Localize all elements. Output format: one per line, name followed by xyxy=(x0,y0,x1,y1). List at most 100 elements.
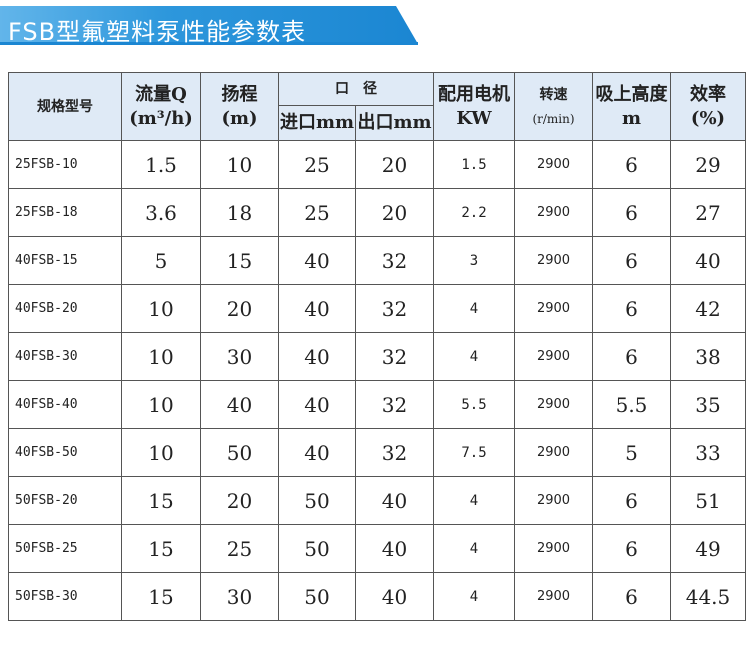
table-cell: 6 xyxy=(592,284,671,333)
table-cell: 32 xyxy=(355,284,434,333)
table-cell: 5 xyxy=(592,428,671,477)
table-cell: 2.2 xyxy=(433,188,515,237)
header-cell: 效率 (%) xyxy=(670,72,746,141)
header-text: 转速 xyxy=(539,86,568,103)
table-cell: 40 xyxy=(278,236,356,285)
table-row: 50FSB-20 15 20 50 40 4 2900 6 51 xyxy=(8,476,746,525)
table-row: 50FSB-25 15 25 50 40 4 2900 6 49 xyxy=(8,524,746,573)
header-text: 效率 xyxy=(690,83,726,105)
table-cell: 6 xyxy=(592,476,671,525)
table-cell: 10 xyxy=(200,140,279,189)
table-cell: 2900 xyxy=(514,524,593,573)
table-cell: 2900 xyxy=(514,284,593,333)
table-cell: 40FSB-50 xyxy=(8,428,122,477)
table-cell: 20 xyxy=(200,284,279,333)
table-cell: 40FSB-15 xyxy=(8,236,122,285)
title-banner xyxy=(0,6,418,44)
header-cell: 流量Q (m³/h) xyxy=(121,72,201,141)
table-cell: 6 xyxy=(592,188,671,237)
table-row: 40FSB-50 10 50 40 32 7.5 2900 5 33 xyxy=(8,428,746,477)
table-body: 25FSB-10 1.5 10 25 20 1.5 2900 6 29 25FSB-18 3.6 18… xyxy=(8,140,746,621)
table-cell: 15 xyxy=(121,572,201,621)
table-row: 25FSB-10 1.5 10 25 20 1.5 2900 6 29 xyxy=(8,140,746,189)
table-cell: 42 xyxy=(670,284,746,333)
table-cell: 29 xyxy=(670,140,746,189)
table-cell: 51 xyxy=(670,476,746,525)
header-cell: 口 径 xyxy=(278,72,434,106)
table-cell: 5.5 xyxy=(592,380,671,429)
table-cell: 30 xyxy=(200,332,279,381)
table-cell: 1.5 xyxy=(433,140,515,189)
table-cell: 2900 xyxy=(514,140,593,189)
header-cell: 扬程 (m) xyxy=(200,72,279,141)
table-cell: 40 xyxy=(355,476,434,525)
table-row: 50FSB-30 15 30 50 40 4 2900 6 44.5 xyxy=(8,572,746,621)
header-cell: 转速 (r/min) xyxy=(514,72,593,141)
table-row: 40FSB-20 10 20 40 32 4 2900 6 42 xyxy=(8,284,746,333)
table-cell: 4 xyxy=(433,284,515,333)
table-cell: 25 xyxy=(200,524,279,573)
table-cell: 40 xyxy=(278,428,356,477)
table-cell: 4 xyxy=(433,476,515,525)
table-cell: 10 xyxy=(121,380,201,429)
header-text: 进口mm xyxy=(279,112,355,133)
table-cell: 50FSB-30 xyxy=(8,572,122,621)
table-cell: 20 xyxy=(200,476,279,525)
title: FSB型氟塑料泵性能参数表 xyxy=(8,18,307,46)
table-cell: 2900 xyxy=(514,476,593,525)
table-cell: 25FSB-18 xyxy=(8,188,122,237)
spec-table: 规格型号 流量Q (m³/h) 扬程 (m) 口 径 配用电机 KW 转速 (r/min… xyxy=(8,72,746,621)
table-cell: 3.6 xyxy=(121,188,201,237)
table-row: 40FSB-30 10 30 40 32 4 2900 6 38 xyxy=(8,332,746,381)
table-cell: 1.5 xyxy=(121,140,201,189)
table-cell: 40FSB-20 xyxy=(8,284,122,333)
table-row: 40FSB-15 5 15 40 32 3 2900 6 40 xyxy=(8,236,746,285)
table-cell: 40 xyxy=(355,524,434,573)
table-cell: 32 xyxy=(355,380,434,429)
header-text: 流量Q xyxy=(135,83,187,105)
table-cell: 40 xyxy=(355,572,434,621)
table-cell: 2900 xyxy=(514,188,593,237)
table-cell: 40 xyxy=(278,332,356,381)
table-cell: 32 xyxy=(355,236,434,285)
table-cell: 50 xyxy=(200,428,279,477)
table-cell: 18 xyxy=(200,188,279,237)
table-cell: 38 xyxy=(670,332,746,381)
header-text: m xyxy=(621,107,642,129)
table-cell: 20 xyxy=(355,140,434,189)
table-cell: 2900 xyxy=(514,428,593,477)
table-cell: 50FSB-20 xyxy=(8,476,122,525)
header-cell: 进口mm xyxy=(278,105,356,141)
table-cell: 27 xyxy=(670,188,746,237)
table-cell: 10 xyxy=(121,332,201,381)
table-cell: 32 xyxy=(355,428,434,477)
table-row: 25FSB-18 3.6 18 25 20 2.2 2900 6 27 xyxy=(8,188,746,237)
table-cell: 40FSB-40 xyxy=(8,380,122,429)
table-cell: 40 xyxy=(278,380,356,429)
table-cell: 40FSB-30 xyxy=(8,332,122,381)
table-cell: 30 xyxy=(200,572,279,621)
table-cell: 4 xyxy=(433,332,515,381)
table-cell: 5.5 xyxy=(433,380,515,429)
table-cell: 50 xyxy=(278,572,356,621)
table-cell: 20 xyxy=(355,188,434,237)
table-cell: 50 xyxy=(278,476,356,525)
table-cell: 6 xyxy=(592,236,671,285)
table-cell: 40 xyxy=(670,236,746,285)
header-cell: 吸上高度 m xyxy=(592,72,671,141)
table-row: 40FSB-40 10 40 40 32 5.5 2900 5.5 35 xyxy=(8,380,746,429)
table-cell: 6 xyxy=(592,140,671,189)
table-cell: 4 xyxy=(433,572,515,621)
table-cell: 25FSB-10 xyxy=(8,140,122,189)
header-cell: 规格型号 xyxy=(8,72,122,141)
table-cell: 2900 xyxy=(514,236,593,285)
table-cell: 25 xyxy=(278,140,356,189)
header-text: (r/min) xyxy=(532,111,575,126)
table-cell: 49 xyxy=(670,524,746,573)
table-cell: 15 xyxy=(121,524,201,573)
table-cell: 6 xyxy=(592,524,671,573)
table-cell: 10 xyxy=(121,428,201,477)
table-cell: 5 xyxy=(121,236,201,285)
table-cell: 44.5 xyxy=(670,572,746,621)
